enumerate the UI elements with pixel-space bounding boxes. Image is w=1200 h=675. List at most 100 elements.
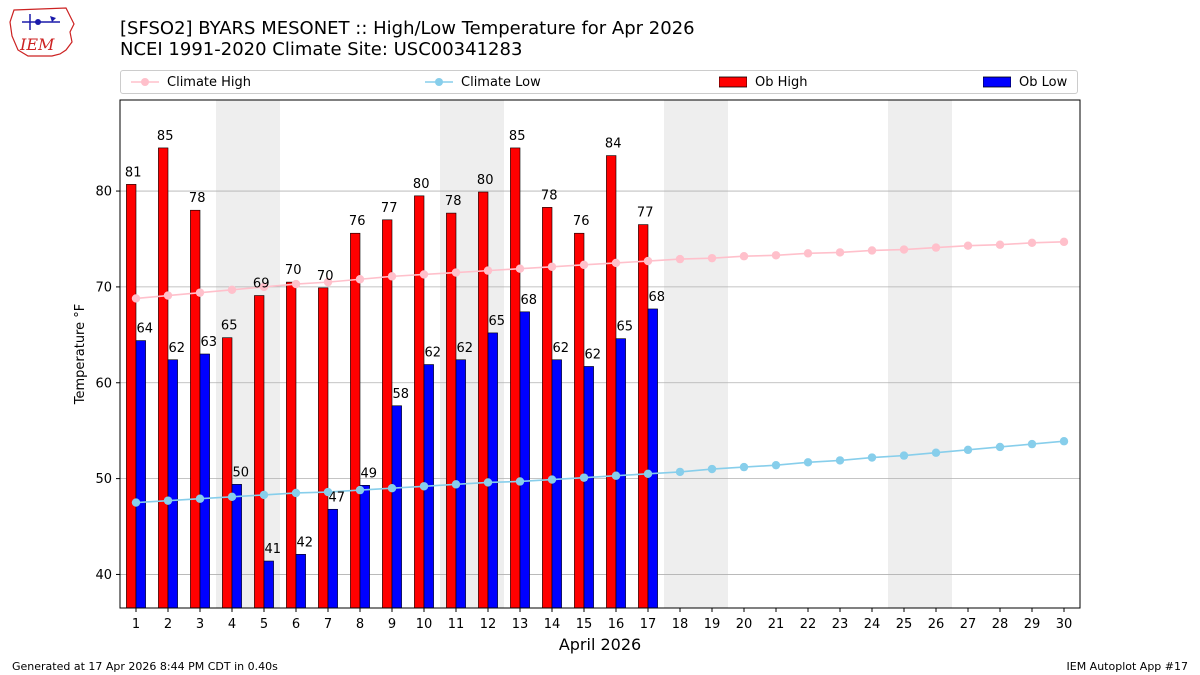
climate-low-point: [867, 453, 877, 462]
ob-high-bar: [190, 209, 201, 609]
climate-high-point: [803, 249, 813, 258]
ob-low-label: 68: [521, 293, 538, 308]
y-tick-label: 70: [95, 280, 112, 295]
x-tick-label: 7: [324, 617, 332, 632]
ob-high-label: 78: [541, 188, 558, 203]
ob-low-bar: [519, 311, 530, 609]
y-tick-label: 50: [95, 472, 112, 487]
ob-high-label: 80: [477, 173, 494, 188]
climate-low-point: [1027, 439, 1037, 449]
climate-low-point: [803, 458, 813, 467]
ob-high-bar: [126, 184, 137, 609]
x-tick-label: 4: [228, 617, 236, 632]
climate-high-point: [995, 240, 1005, 249]
climate-low-point: [771, 460, 781, 470]
ob-high-bar: [574, 232, 585, 609]
climate-low-point: [547, 475, 557, 484]
ob-high-bar: [254, 295, 265, 609]
ob-low-label: 49: [361, 466, 378, 481]
climate-high-line: [135, 241, 1065, 300]
climate-high-point: [387, 272, 397, 281]
climate-low-point: [835, 456, 845, 465]
weekend-shade: [888, 100, 920, 608]
climate-low-point: [1059, 437, 1069, 446]
app-label: IEM Autoplot App #17: [1066, 660, 1189, 673]
climate-high-point: [1059, 237, 1069, 247]
ob-low-label: 65: [489, 314, 506, 329]
ob-high-label: 77: [637, 206, 654, 221]
climate-low-point: [931, 448, 941, 457]
x-tick-label: 23: [832, 617, 849, 632]
ob-low-label: 42: [297, 535, 314, 550]
ob-high-label: 76: [349, 214, 366, 229]
x-tick-label: 2: [164, 617, 172, 632]
legend-ob-low-label: Ob Low: [1019, 74, 1068, 90]
climate-low-point: [643, 469, 653, 479]
climate-low-point: [675, 467, 685, 477]
climate-high-point: [675, 254, 685, 264]
climate-high-point: [323, 277, 333, 287]
ob-low-label: 64: [137, 322, 154, 337]
climate-high-point: [643, 256, 653, 266]
climate-low-point: [611, 471, 621, 480]
ob-high-label: 70: [317, 269, 334, 284]
ob-high-label: 78: [445, 194, 462, 209]
climate-high-point: [515, 264, 525, 273]
x-tick-label: 29: [1024, 617, 1041, 632]
ob-low-bar: [263, 560, 274, 609]
y-tick-label: 60: [95, 376, 112, 391]
ob-high-bar: [638, 224, 649, 609]
climate-low-point: [355, 485, 365, 495]
climate-low-point: [995, 442, 1005, 452]
x-tick-label: 30: [1056, 617, 1073, 632]
climate-low-point: [163, 496, 173, 505]
ob-low-label: 62: [457, 341, 474, 356]
ob-low-swatch-icon: [983, 76, 1011, 88]
ob-low-bar: [647, 308, 658, 609]
x-tick-label: 11: [448, 617, 465, 632]
climate-low-line-icon: [425, 78, 453, 86]
climate-high-point: [483, 266, 493, 275]
ob-low-label: 65: [617, 320, 634, 335]
ob-high-label: 65: [221, 319, 238, 334]
ob-high-label: 85: [157, 129, 174, 144]
climate-high-point: [771, 251, 781, 260]
climate-low-point: [227, 492, 237, 502]
weekend-shade: [696, 100, 728, 608]
ob-low-label: 47: [329, 490, 346, 505]
ob-high-label: 81: [125, 165, 142, 180]
ob-low-bar: [199, 353, 210, 609]
ob-high-label: 84: [605, 137, 622, 152]
x-tick-label: 20: [736, 617, 753, 632]
climate-low-point: [451, 480, 461, 489]
chart-title-block: [SFSO2] BYARS MESONET :: High/Low Temper…: [120, 18, 695, 60]
climate-high-point: [419, 270, 429, 279]
x-tick-label: 22: [800, 617, 817, 632]
x-tick-label: 14: [544, 617, 561, 632]
legend-climate-low: Climate Low: [425, 71, 541, 93]
climate-low-point: [195, 494, 205, 503]
climate-high-point: [547, 262, 557, 271]
ob-high-label: 77: [381, 201, 398, 216]
climate-low-point: [899, 451, 909, 460]
ob-high-label: 80: [413, 177, 430, 192]
x-tick-label: 3: [196, 617, 204, 632]
y-tick-label: 80: [95, 185, 112, 200]
chart-subtitle: NCEI 1991-2020 Climate Site: USC00341283: [120, 39, 523, 60]
climate-high-point: [867, 246, 877, 255]
ob-high-bar: [478, 191, 489, 609]
legend-climate-high-label: Climate High: [167, 74, 252, 90]
ob-high-bar: [318, 287, 329, 609]
ob-low-bar: [327, 508, 338, 609]
climate-low-point: [483, 478, 493, 487]
climate-low-point: [259, 490, 269, 500]
ob-low-label: 63: [201, 335, 218, 350]
ob-low-bar: [391, 405, 402, 609]
climate-high-point: [707, 253, 717, 263]
x-tick-label: 13: [512, 617, 529, 632]
climate-high-point: [899, 245, 909, 254]
ob-high-bar: [222, 337, 233, 609]
climate-low-point: [323, 487, 333, 497]
ob-low-label: 62: [169, 341, 186, 356]
ob-low-label: 41: [265, 542, 282, 557]
